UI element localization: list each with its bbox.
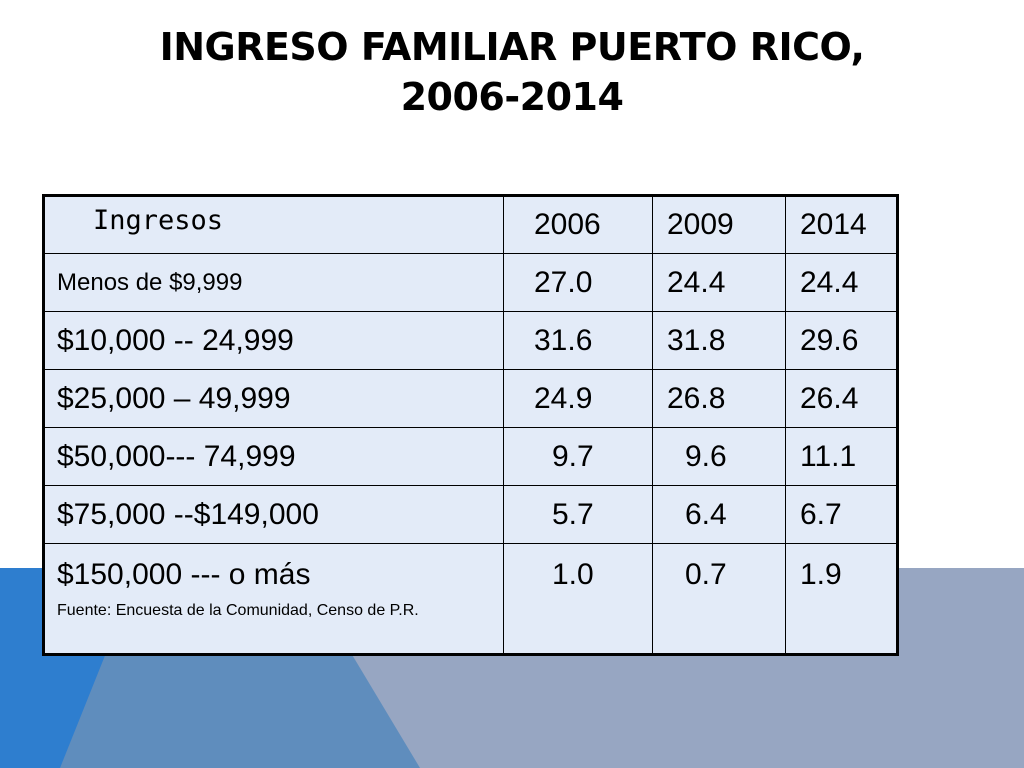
cell-value: 1.0 xyxy=(552,558,594,591)
row-label: $50,000--- 74,999 xyxy=(43,427,504,486)
cell-value: 1.9 xyxy=(785,543,898,655)
table-row: $150,000 --- o más Fuente: Encuesta de l… xyxy=(43,543,898,655)
row-label: $10,000 -- 24,999 xyxy=(43,311,504,370)
cell-value: 29.6 xyxy=(785,311,898,370)
header-year: 2006 xyxy=(503,195,653,254)
cell-value: 31.8 xyxy=(652,311,786,370)
cell-value: 6.7 xyxy=(785,485,898,544)
header-year: 2009 xyxy=(652,195,786,254)
cell-value: 31.6 xyxy=(503,311,653,370)
cell-value: 26.4 xyxy=(785,369,898,428)
cell-value: 27.0 xyxy=(503,253,653,312)
table-row: $10,000 -- 24,999 31.6 31.8 29.6 xyxy=(43,311,898,370)
slide-title: INGRESO FAMILIAR PUERTO RICO, 2006-2014 xyxy=(0,22,1024,122)
table-row: $75,000 --$149,000 5.7 6.4 6.7 xyxy=(43,485,898,544)
cell-value: 26.8 xyxy=(652,369,786,428)
title-line-2: 2006-2014 xyxy=(400,75,624,119)
cell-value: 9.6 xyxy=(685,439,727,473)
income-table: Ingresos 2006 2009 2014 Menos de $9,999 … xyxy=(42,194,899,656)
cell-value: 11.1 xyxy=(785,427,898,486)
cell-value: 9.7 xyxy=(552,439,594,473)
row-label: $150,000 --- o más xyxy=(57,558,311,591)
title-line-1: INGRESO FAMILIAR PUERTO RICO, xyxy=(159,25,865,69)
header-ingresos: Ingresos xyxy=(43,195,504,254)
cell-value: 0.7 xyxy=(685,558,727,591)
row-label: Menos de $9,999 xyxy=(43,253,504,312)
table-header-row: Ingresos 2006 2009 2014 xyxy=(43,195,898,254)
source-note: Fuente: Encuesta de la Comunidad, Censo … xyxy=(57,602,419,619)
cell-value: 24.4 xyxy=(785,253,898,312)
header-year: 2014 xyxy=(785,195,898,254)
cell-value: 6.4 xyxy=(685,497,727,531)
row-label: $25,000 – 49,999 xyxy=(43,369,504,428)
cell-value: 24.9 xyxy=(503,369,653,428)
row-label-cell: $150,000 --- o más Fuente: Encuesta de l… xyxy=(43,543,504,655)
table-row: Menos de $9,999 27.0 24.4 24.4 xyxy=(43,253,898,312)
cell-value: 24.4 xyxy=(652,253,786,312)
cell-value: 5.7 xyxy=(552,497,594,531)
row-label: $75,000 --$149,000 xyxy=(43,485,504,544)
table-row: $25,000 – 49,999 24.9 26.8 26.4 xyxy=(43,369,898,428)
table-row: $50,000--- 74,999 9.7 9.6 11.1 xyxy=(43,427,898,486)
